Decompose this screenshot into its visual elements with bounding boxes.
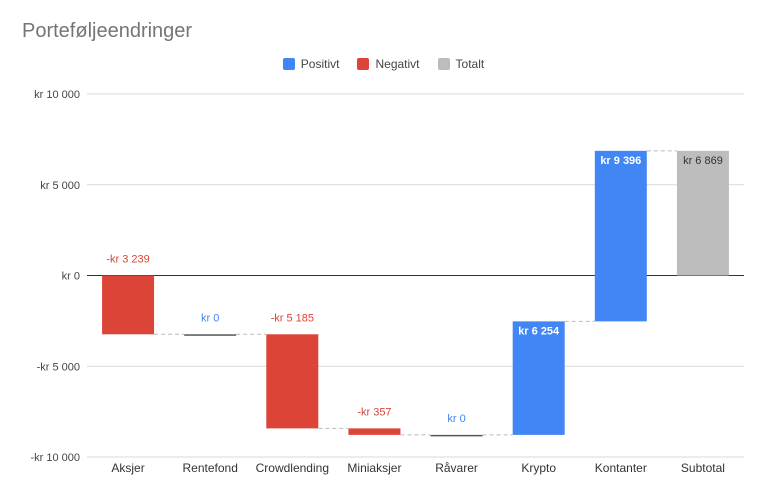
legend-label-total: Totalt [455, 57, 485, 71]
legend-item-negative: Negativt [357, 57, 420, 71]
bar [348, 428, 401, 435]
x-tick-label: Aksjer [111, 461, 144, 475]
data-label: kr 0 [201, 312, 219, 324]
legend: Positivt Negativt Totalt [0, 57, 767, 71]
x-tick-label: Miniaksjer [347, 461, 401, 475]
x-tick-label: Subtotal [681, 461, 725, 475]
data-label: -kr 5 185 [271, 312, 314, 324]
legend-label-positive: Positivt [300, 57, 340, 71]
data-label: kr 0 [447, 413, 465, 425]
bar [430, 434, 483, 437]
data-label: -kr 357 [357, 406, 391, 418]
y-tick-label: kr 0 [62, 271, 80, 283]
bar [184, 334, 237, 336]
x-tick-label: Krypto [521, 461, 556, 475]
bar [266, 334, 319, 429]
y-tick-label: -kr 10 000 [30, 452, 80, 464]
data-label: kr 6 869 [683, 155, 723, 167]
bar [594, 150, 647, 322]
legend-swatch-positive [282, 58, 295, 70]
data-label: -kr 3 239 [106, 254, 149, 266]
y-tick-label: -kr 5 000 [37, 361, 80, 373]
x-tick-label: Rentefond [182, 461, 237, 475]
x-tick-label: Råvarer [435, 461, 478, 475]
bar [512, 321, 565, 435]
x-tick-label: Crowdlending [256, 461, 329, 475]
legend-label-negative: Negativt [375, 57, 420, 71]
y-tick-label: kr 5 000 [40, 180, 80, 192]
bar [102, 275, 155, 335]
legend-swatch-negative [357, 58, 370, 70]
legend-swatch-total [437, 58, 450, 70]
legend-item-positive: Positivt [282, 57, 340, 71]
chart-title: Porteføljeendringer [22, 20, 193, 42]
data-label: kr 9 396 [600, 155, 641, 167]
data-label: kr 6 254 [518, 325, 560, 337]
bar [676, 150, 729, 276]
legend-item-total: Totalt [437, 57, 485, 71]
x-tick-label: Kontanter [595, 461, 647, 475]
y-tick-label: kr 10 000 [34, 89, 80, 101]
